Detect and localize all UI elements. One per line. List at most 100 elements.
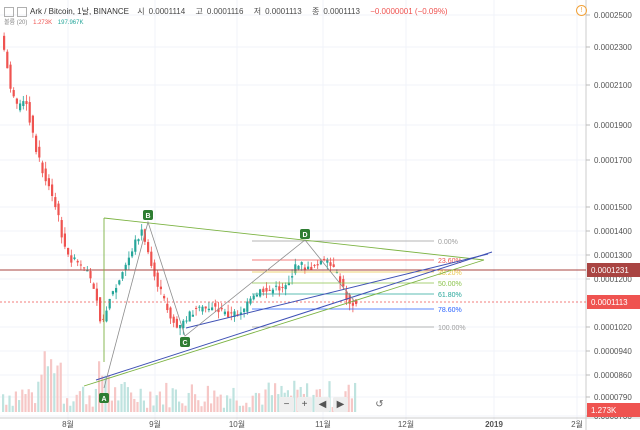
reset-chart-icon[interactable]: ↺	[375, 399, 384, 410]
volume-bar	[11, 405, 14, 412]
candle-body	[259, 289, 262, 297]
candle-body	[44, 168, 47, 182]
volume-bar	[194, 394, 197, 412]
low-label: 저	[253, 7, 262, 16]
candle-body	[310, 266, 313, 270]
close-value: 0.0001113	[323, 7, 360, 16]
volume-bar	[107, 375, 110, 412]
candle-body	[47, 178, 50, 187]
volume-bar	[245, 402, 248, 412]
scroll-right-button[interactable]: ▶	[333, 397, 348, 412]
fib-label: 23.60%	[438, 258, 462, 265]
candle-body	[188, 311, 191, 322]
volume-bar	[43, 351, 46, 412]
candle-body	[118, 280, 121, 285]
trend-line-blue-2	[185, 253, 489, 329]
volume-axis-label: 1.273K	[591, 406, 617, 415]
candle-body	[163, 295, 166, 299]
candle-body	[73, 257, 76, 260]
y-tick-label: 0.0001700	[594, 156, 632, 165]
volume-bar	[270, 395, 273, 412]
candle-body	[172, 316, 175, 323]
volume-bar	[94, 388, 97, 412]
resistance-price-label: 0.0001231	[591, 266, 629, 275]
candle-body	[268, 289, 271, 291]
last-price-label: 0.0001113	[591, 298, 628, 307]
candle-body	[166, 303, 169, 311]
high-value: 0.0001116	[206, 7, 244, 16]
fib-label: 0.00%	[438, 239, 458, 246]
volume-bar	[264, 389, 267, 412]
candle-body	[335, 272, 338, 274]
candle-body	[195, 307, 198, 309]
candle-body	[12, 90, 15, 97]
volume-bar	[248, 407, 251, 412]
volume-bar	[146, 407, 149, 412]
ohlc-values: 시 0.0001114 고 0.0001116 저 0.0001113 종 0.0001…	[137, 7, 451, 16]
pattern-point-marker	[300, 229, 310, 239]
volume-bar	[350, 398, 353, 412]
volume-bar	[184, 405, 187, 412]
volume-bar	[222, 407, 225, 412]
zoom-in-button[interactable]: +	[297, 397, 312, 412]
volume-bar	[219, 394, 222, 412]
candle-body	[137, 239, 140, 242]
candle-body	[169, 307, 172, 319]
y-tick-label: 0.0002300	[594, 43, 632, 52]
x-tick-label: 10월	[229, 419, 245, 429]
candle-body	[124, 264, 127, 271]
candle-body	[246, 301, 249, 312]
volume-bar	[149, 391, 152, 412]
zoom-out-button[interactable]: −	[279, 397, 294, 412]
candle-body	[51, 184, 54, 196]
volume-bar	[200, 406, 203, 412]
volume-bar	[82, 386, 85, 412]
scroll-left-button[interactable]: ◀	[315, 397, 330, 412]
zoom-controls: − + ◀ ▶	[279, 397, 348, 412]
volume-bar	[66, 398, 69, 412]
volume-bar	[18, 400, 21, 412]
candle-body	[339, 276, 342, 283]
y-tick-label: 0.0001900	[594, 121, 632, 130]
volume-bar	[258, 393, 261, 412]
volume-bar	[46, 366, 49, 412]
alert-icon[interactable]: !	[576, 5, 587, 16]
volume-bar	[354, 382, 357, 412]
candle-body	[348, 294, 351, 304]
volume-bar	[226, 395, 229, 412]
candle-body	[227, 311, 230, 318]
volume-bar	[210, 403, 213, 412]
candle-body	[211, 307, 214, 311]
candle-body	[217, 308, 220, 313]
candle-body	[147, 242, 150, 253]
volume-bar	[328, 381, 331, 412]
candle-body	[230, 312, 233, 314]
volume-value: 1.273K	[33, 20, 53, 26]
volume-bar	[165, 382, 168, 412]
volume-bar	[203, 401, 206, 412]
fib-label: 38.20%	[438, 270, 462, 277]
volume-bar	[130, 392, 133, 412]
symbol-title[interactable]: Ark / Bitcoin, 1날, BINANCE	[30, 7, 129, 16]
volume-bar	[152, 405, 155, 412]
volume-bar	[117, 400, 120, 412]
volume-bar	[139, 388, 142, 412]
candle-body	[214, 303, 217, 307]
collapse-icon[interactable]	[4, 6, 14, 17]
x-tick-label: 8월	[62, 419, 74, 429]
candle-body	[6, 51, 9, 69]
volume-label[interactable]: 볼륨 (20)	[4, 20, 28, 26]
volume-bar	[50, 359, 53, 412]
symbol-icon[interactable]	[17, 6, 28, 17]
candle-body	[265, 287, 268, 292]
volume-bar	[251, 395, 254, 412]
candle-body	[236, 314, 239, 316]
candle-body	[57, 203, 60, 216]
candle-body	[252, 295, 255, 300]
change-value: −0.0000001 (−0.09%)	[370, 7, 448, 16]
volume-bar	[229, 398, 232, 412]
candle-body	[182, 320, 185, 329]
volume-bar	[34, 403, 37, 412]
